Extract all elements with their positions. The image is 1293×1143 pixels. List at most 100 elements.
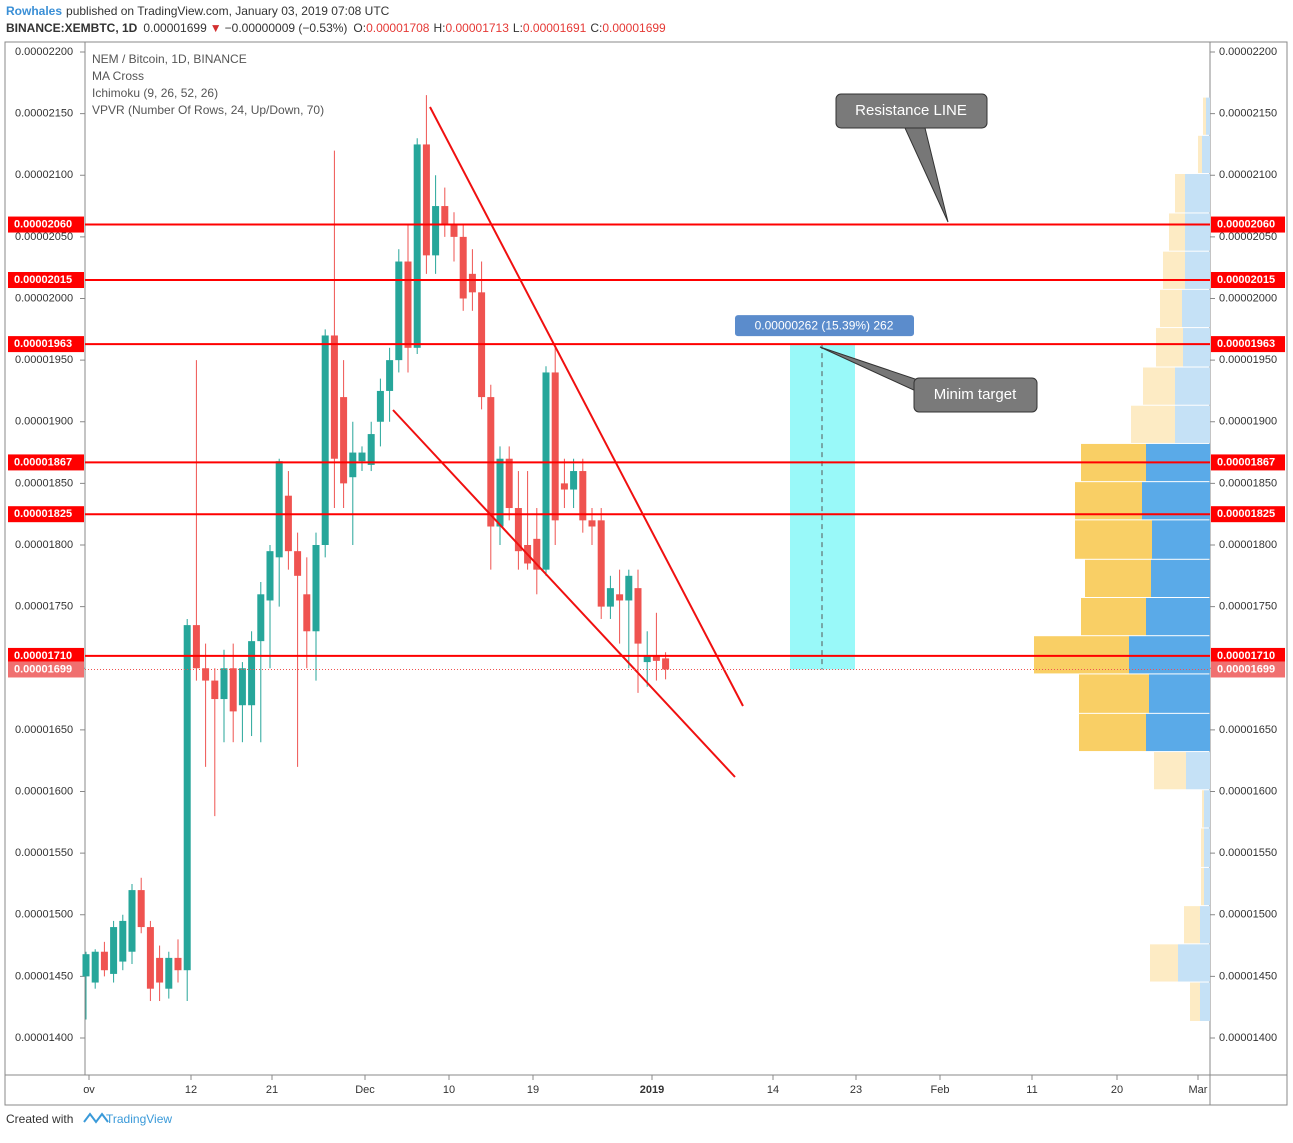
level-label: 0.00001963 [14,338,72,350]
vp-down [1204,867,1210,906]
y-tick-label: 0.00002100 [15,169,73,181]
vp-down [1200,982,1210,1021]
callout-text: Minim target [934,386,1017,403]
candle-body [340,397,348,484]
candle-body [413,144,421,348]
candle-body [404,261,412,348]
candle-body [570,471,578,490]
y-tick-label: 0.00001450 [1219,970,1277,982]
candle-body [82,954,90,977]
level-tag [1211,647,1285,664]
vp-up [1085,559,1151,597]
candle-body [560,483,568,490]
ohlc-key: O: [353,21,366,35]
y-tick-label: 0.00001850 [15,477,73,489]
x-tick-label: 19 [527,1084,539,1096]
vp-up [1156,328,1183,367]
footer-prefix: Created with [6,1112,73,1126]
callout [835,93,988,129]
candle-body [367,434,375,465]
candle-body [432,206,440,256]
candle-body [165,957,173,989]
level-tag [8,454,84,471]
legend-item: VPVR (Number Of Rows, 24, Up/Down, 70) [92,103,324,117]
x-tick-label: 20 [1111,1084,1123,1096]
vp-down [1152,520,1210,559]
candle-body [616,594,624,601]
ohlc-value: 0.00001713 [445,21,509,35]
vp-down [1142,482,1210,520]
last: 0.00001699 [143,21,207,35]
candle-body [229,668,237,712]
x-tick-label: 21 [266,1084,278,1096]
y-tick-label: 0.00002200 [15,46,73,58]
vp-up [1163,251,1185,289]
vp-up [1154,752,1186,790]
level-tag [8,216,84,233]
vp-up [1034,636,1129,674]
x-tick-label: 10 [443,1084,455,1096]
overlay: 0.00000262 (15.39%) 2620.000020600.00002… [8,216,1285,678]
level-tag [1211,272,1285,289]
vp-down [1186,752,1210,790]
last-price-label: 0.00001699 [1217,663,1275,675]
y-tick-label: 0.00002100 [1219,169,1277,181]
y-tick-label: 0.00001600 [15,785,73,797]
vp-down [1146,597,1210,636]
vp-down [1204,828,1210,867]
y-tick-label: 0.00001950 [15,354,73,366]
level-label: 0.00002015 [14,274,72,286]
candle-body [349,452,357,478]
candle-body [266,551,274,601]
legend-item: Ichimoku (9, 26, 52, 26) [92,86,218,100]
vp-down [1149,674,1210,713]
level-label: 0.00001825 [14,508,72,520]
y-tick-label: 0.00001600 [1219,785,1277,797]
vp-up [1201,867,1204,906]
candle-body [275,461,283,558]
symbol: BINANCE:XEMBTC, 1D [6,21,138,35]
level-tag [8,272,84,289]
ohlc-key: L: [513,21,523,35]
ohlc-value: 0.00001699 [602,21,666,35]
legend-item: NEM / Bitcoin, 1D, BINANCE [92,52,247,66]
published: published on TradingView.com, January 03… [66,4,390,18]
candle-body [312,545,320,632]
level-label: 0.00001710 [14,650,72,662]
publish-line: Rowhales published on TradingView.com, Ja… [6,4,390,18]
vp-down [1129,636,1210,674]
frame [4,41,1288,1106]
candle-body [395,261,403,361]
change: −0.00000009 (−0.53%) [225,21,348,35]
y-tick-label: 0.00001500 [15,909,73,921]
footer-brand[interactable]: TradingView [106,1112,172,1126]
measure-label-box [735,315,914,337]
level-label: 0.00001867 [1217,456,1275,468]
x-tick-label: Feb [931,1084,950,1096]
level-tag [8,336,84,353]
candle-body [220,668,228,700]
y-tick-label: 0.00002000 [1219,292,1277,304]
last-price-label: 0.00001699 [14,663,72,675]
level-tag [1211,336,1285,353]
level-label: 0.00001867 [14,456,72,468]
x-tick-label: Mar [1189,1084,1208,1096]
level-label: 0.00002060 [14,218,72,230]
y-tick-label: 0.00001550 [15,847,73,859]
vp-down [1182,289,1210,328]
candle-body [248,641,256,706]
x-tick-label: 2019 [640,1084,664,1096]
x-tick-label: Dec [355,1084,375,1096]
ohlc-key: H: [433,21,445,35]
y-tick-label: 0.00001650 [1219,724,1277,736]
y-tick-label: 0.00001550 [1219,847,1277,859]
ohlc-key: C: [590,21,602,35]
y-tick-label: 0.00002150 [1219,108,1277,120]
candle-body [422,144,430,256]
ohlc-value: 0.00001708 [366,21,430,35]
candle-body [634,588,642,644]
author[interactable]: Rowhales [6,4,62,18]
level-label: 0.00001825 [1217,508,1275,520]
x-tick-label: ov [83,1084,95,1096]
